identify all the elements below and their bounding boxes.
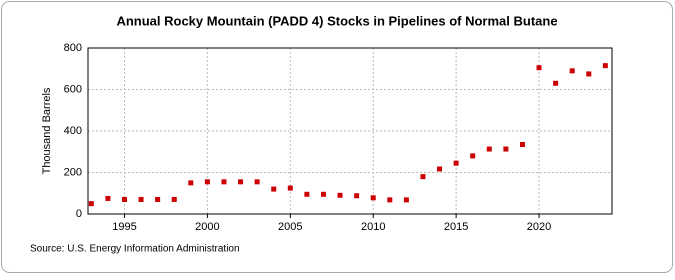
- point: [519, 141, 525, 147]
- point: [304, 191, 310, 197]
- point: [204, 179, 210, 185]
- point: [88, 201, 94, 207]
- point: [171, 196, 177, 202]
- chart-title: Annual Rocky Mountain (PADD 4) Stocks in…: [116, 13, 557, 28]
- point: [437, 166, 443, 172]
- point: [387, 197, 393, 203]
- point: [470, 153, 476, 159]
- source: Source: U.S. Energy Information Administ…: [30, 244, 240, 255]
- frame: [1, 1, 673, 273]
- point: [138, 196, 144, 202]
- point: [155, 196, 161, 202]
- point: [271, 186, 277, 192]
- x-tick-label: 2020: [527, 221, 551, 233]
- point: [188, 180, 194, 186]
- point: [354, 193, 360, 199]
- point: [503, 146, 509, 152]
- point: [370, 195, 376, 201]
- x-tick-label: 2000: [195, 221, 219, 233]
- point: [121, 196, 127, 202]
- y-tick-label: 0: [76, 208, 82, 220]
- y-tick-label: 200: [64, 166, 82, 178]
- point: [453, 160, 459, 166]
- point: [105, 195, 111, 201]
- x-tick-label: 2015: [444, 221, 468, 233]
- point: [337, 192, 343, 198]
- point: [586, 71, 592, 77]
- point: [420, 174, 426, 180]
- y-axis-label: Thousand Barrels: [41, 87, 53, 174]
- x-tick-label: 2010: [361, 221, 385, 233]
- y-tick-label: 800: [64, 42, 82, 54]
- y-tick-label: 600: [64, 83, 82, 95]
- point: [221, 179, 227, 185]
- point: [320, 191, 326, 197]
- point: [254, 179, 260, 185]
- y-tick-label: 400: [64, 125, 82, 137]
- point: [536, 65, 542, 71]
- point: [602, 63, 608, 69]
- point: [486, 146, 492, 152]
- x-tick-label: 2005: [278, 221, 302, 233]
- point: [403, 197, 409, 203]
- x-tick-label: 1995: [112, 221, 136, 233]
- point: [238, 179, 244, 185]
- point: [287, 185, 293, 191]
- point: [569, 68, 575, 74]
- point: [553, 80, 559, 86]
- plot-area: [87, 47, 613, 215]
